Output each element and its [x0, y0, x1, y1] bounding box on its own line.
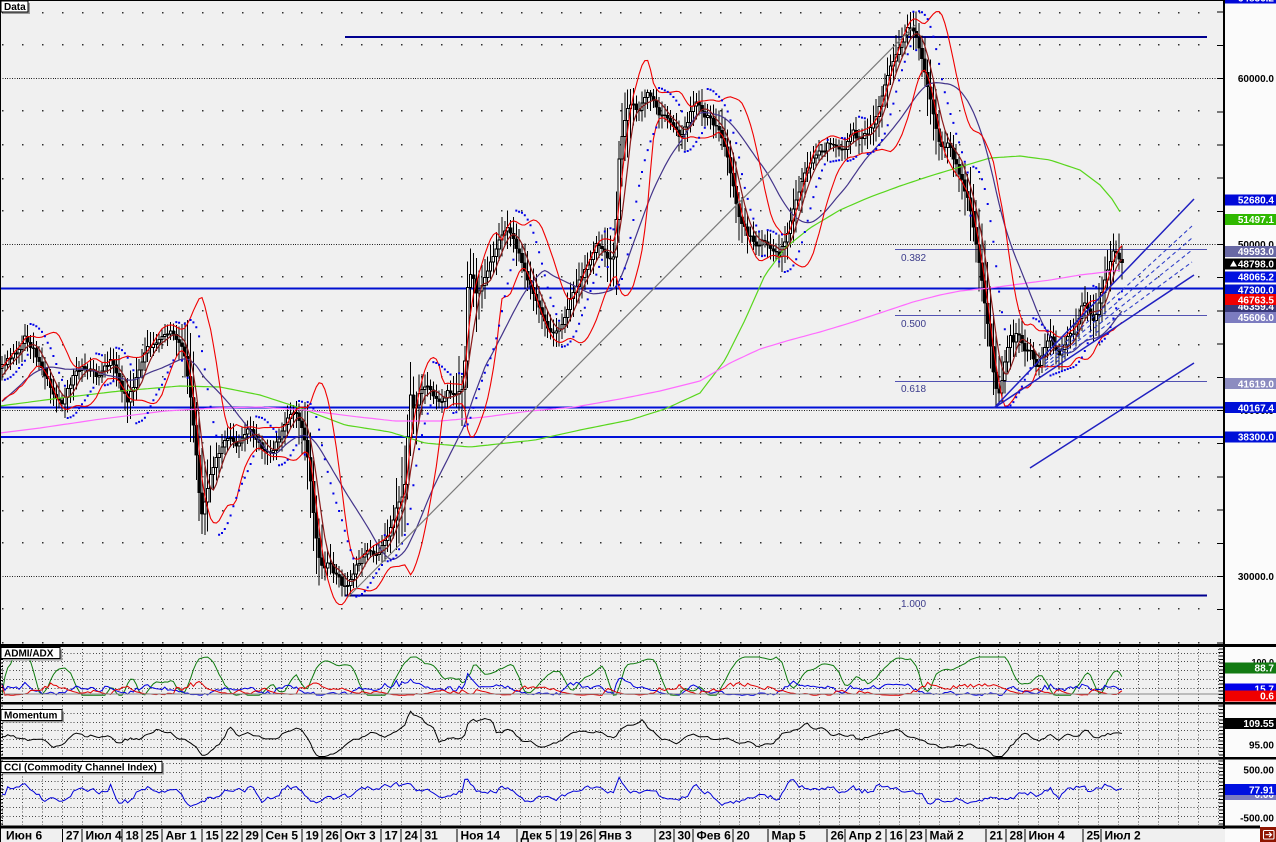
svg-text:Мар 5: Мар 5	[772, 829, 806, 842]
svg-text:Янв 3: Янв 3	[599, 829, 633, 842]
svg-text:47300.0: 47300.0	[1238, 286, 1275, 297]
svg-text:46359.4: 46359.4	[1238, 302, 1275, 313]
svg-text:500.00: 500.00	[1243, 766, 1274, 777]
svg-text:88.7: 88.7	[1255, 664, 1275, 675]
svg-text:45606.0: 45606.0	[1238, 313, 1275, 324]
svg-text:0.618: 0.618	[901, 384, 926, 395]
svg-text:52680.4: 52680.4	[1238, 195, 1275, 206]
svg-text:0.382: 0.382	[901, 253, 926, 264]
svg-text:30: 30	[678, 829, 692, 842]
svg-text:Фев 6: Фев 6	[697, 829, 732, 842]
svg-text:Авг 1: Авг 1	[166, 829, 197, 842]
svg-text:CCI (Commodity Channel Index): CCI (Commodity Channel Index)	[4, 762, 157, 773]
svg-text:23: 23	[659, 829, 673, 842]
svg-text:27: 27	[66, 829, 80, 842]
svg-text:Окт 3: Окт 3	[345, 829, 377, 842]
svg-text:22: 22	[226, 829, 240, 842]
svg-text:48798.0: 48798.0	[1238, 260, 1275, 271]
svg-text:17: 17	[385, 829, 399, 842]
svg-text:Дек 5: Дек 5	[521, 829, 553, 842]
svg-text:Июл 2: Июл 2	[1105, 829, 1142, 842]
svg-text:Июн 6: Июн 6	[6, 829, 42, 842]
svg-text:26: 26	[831, 829, 845, 842]
svg-text:Сен 5: Сен 5	[266, 829, 299, 842]
svg-text:Июн 4: Июн 4	[1029, 829, 1065, 842]
svg-text:0.00: 0.00	[1255, 790, 1275, 801]
svg-text:64856.2: 64856.2	[1238, 0, 1275, 5]
svg-text:38300.0: 38300.0	[1238, 433, 1275, 444]
svg-text:0.500: 0.500	[901, 319, 926, 330]
svg-text:Ноя 14: Ноя 14	[461, 829, 501, 842]
svg-text:48065.2: 48065.2	[1238, 272, 1275, 283]
svg-text:19: 19	[306, 829, 320, 842]
svg-text:40167.4: 40167.4	[1238, 403, 1275, 414]
svg-text:31: 31	[425, 829, 439, 842]
svg-text:109.55: 109.55	[1243, 719, 1274, 730]
svg-text:50000.0: 50000.0	[1238, 240, 1275, 251]
svg-text:0.6: 0.6	[1260, 692, 1274, 703]
svg-text:21: 21	[990, 829, 1004, 842]
svg-text:77.91: 77.91	[1249, 785, 1274, 796]
svg-text:23: 23	[910, 829, 924, 842]
svg-text:ADMI/ADX: ADMI/ADX	[4, 648, 54, 659]
svg-text:30000.0: 30000.0	[1238, 572, 1275, 583]
svg-text:1.000: 1.000	[901, 599, 926, 610]
svg-text:20: 20	[737, 829, 751, 842]
svg-text:19: 19	[560, 829, 574, 842]
svg-text:46763.5: 46763.5	[1238, 295, 1275, 306]
svg-text:95.00: 95.00	[1249, 741, 1274, 752]
svg-text:51497.1: 51497.1	[1238, 215, 1275, 226]
svg-text:15: 15	[206, 829, 220, 842]
svg-text:26: 26	[326, 829, 340, 842]
svg-text:-500.00: -500.00	[1240, 814, 1274, 825]
svg-text:25: 25	[1087, 829, 1101, 842]
svg-text:Май 2: Май 2	[930, 829, 965, 842]
svg-text:18: 18	[126, 829, 140, 842]
svg-text:Data: Data	[4, 2, 26, 13]
svg-text:24: 24	[405, 829, 419, 842]
svg-text:25: 25	[146, 829, 160, 842]
svg-text:Июл 4: Июл 4	[86, 829, 123, 842]
svg-text:28: 28	[1010, 829, 1024, 842]
svg-text:15.7: 15.7	[1255, 685, 1275, 696]
svg-text:Апр 2: Апр 2	[849, 829, 883, 842]
svg-text:60000.0: 60000.0	[1238, 74, 1275, 85]
svg-text:Momentum: Momentum	[4, 710, 57, 721]
svg-text:26: 26	[580, 829, 594, 842]
svg-text:16: 16	[890, 829, 904, 842]
svg-text:49593.0: 49593.0	[1238, 247, 1275, 258]
svg-text:41619.0: 41619.0	[1238, 379, 1275, 390]
svg-text:29: 29	[246, 829, 260, 842]
